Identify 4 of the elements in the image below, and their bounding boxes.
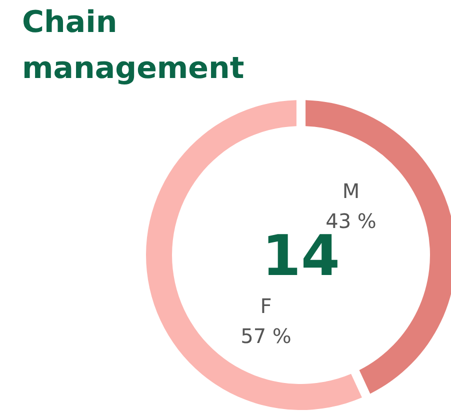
slice-label: M bbox=[342, 179, 360, 203]
data-label: 57 % bbox=[240, 324, 292, 348]
chart-title: Chain management bbox=[22, 5, 244, 86]
slice-label: F bbox=[260, 294, 272, 318]
